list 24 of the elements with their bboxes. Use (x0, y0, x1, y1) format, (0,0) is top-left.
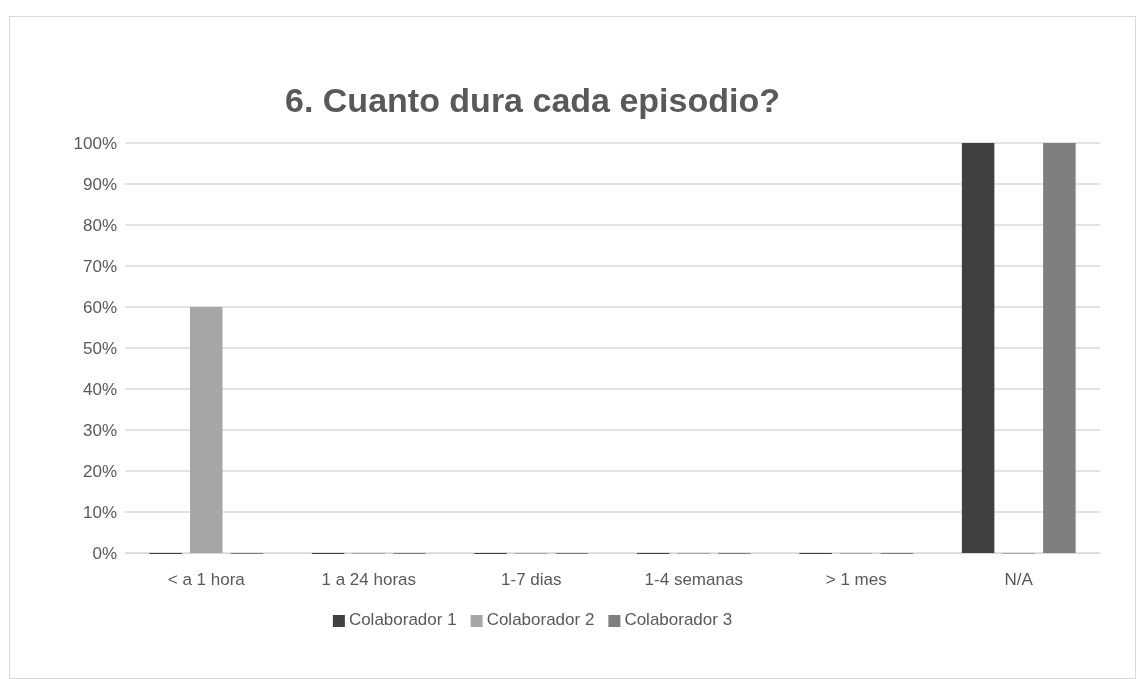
x-tick-label: < a 1 hora (167, 570, 246, 590)
y-tick-label: 80% (82, 215, 117, 235)
x-tick-label: N/A (1004, 570, 1034, 590)
legend-label: Colaborador 2 (486, 610, 595, 629)
y-tick-label: 100% (73, 133, 117, 153)
y-tick-label: 50% (82, 338, 117, 358)
chart-title: 6. Cuanto dura cada episodio? (285, 81, 780, 119)
bar (1043, 143, 1076, 553)
y-tick-label: 10% (82, 502, 117, 522)
x-tick-label: > 1 mes (825, 570, 887, 590)
y-tick-label: 0% (92, 543, 117, 563)
y-tick-label: 60% (82, 297, 117, 317)
x-tick-label: 1 a 24 horas (321, 570, 417, 590)
y-tick-label: 30% (82, 420, 117, 440)
bar (190, 307, 223, 553)
x-tick-label: 1-4 semanas (644, 570, 743, 590)
y-tick-label: 20% (82, 461, 117, 481)
y-tick-label: 70% (82, 256, 117, 276)
y-tick-label: 40% (82, 379, 117, 399)
y-tick-label: 90% (82, 174, 117, 194)
bar (961, 143, 995, 553)
legend-label: Colaborador 3 (624, 610, 733, 629)
x-tick-label: 1-7 dias (501, 570, 562, 590)
legend-label: Colaborador 1 (348, 610, 457, 629)
